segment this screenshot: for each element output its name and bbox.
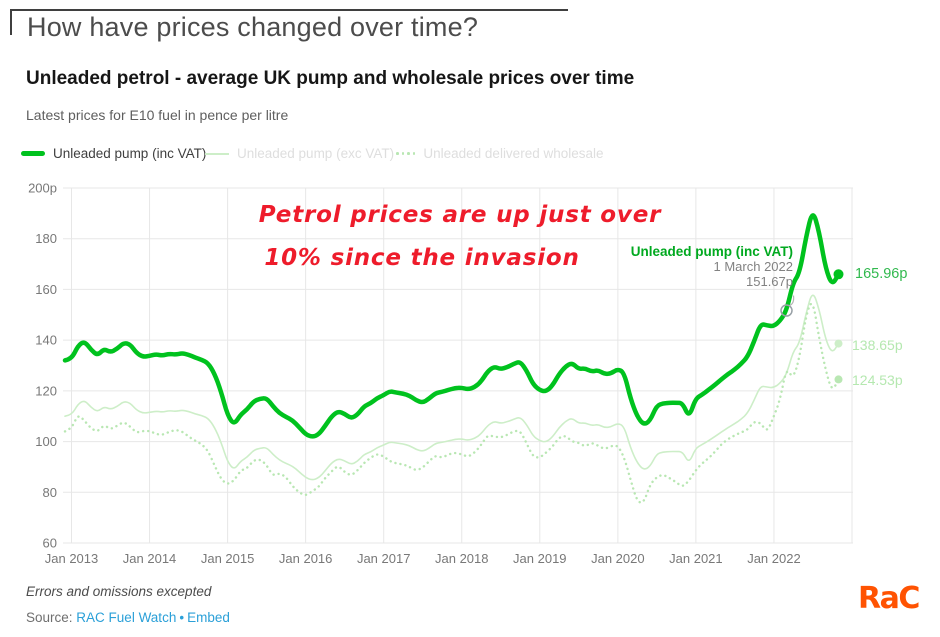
legend-label: Unleaded delivered wholesale bbox=[423, 146, 604, 161]
tooltip-date: 1 March 2022 bbox=[713, 259, 794, 274]
svg-text:Jan 2015: Jan 2015 bbox=[201, 551, 255, 566]
svg-text:Jan 2014: Jan 2014 bbox=[123, 551, 177, 566]
svg-text:Jan 2017: Jan 2017 bbox=[357, 551, 411, 566]
source-label: Source: bbox=[26, 610, 73, 625]
svg-text:Jan 2019: Jan 2019 bbox=[513, 551, 567, 566]
rac-logo: RaC bbox=[858, 581, 920, 616]
tooltip-series-name: Unleaded pump (inc VAT) bbox=[630, 244, 793, 259]
chart-tooltip: Unleaded pump (inc VAT) 1 March 2022 151… bbox=[631, 244, 793, 289]
source-line: Source: RAC Fuel Watch • Embed bbox=[26, 610, 230, 625]
svg-text:Jan 2021: Jan 2021 bbox=[669, 551, 723, 566]
annotation-line-2: 10% since the invasion bbox=[264, 245, 580, 271]
chart-title: Unleaded petrol - average UK pump and wh… bbox=[26, 68, 635, 89]
svg-text:100: 100 bbox=[35, 434, 57, 449]
legend-item-unleaded-delivered-wholesale[interactable]: Unleaded delivered wholesale bbox=[396, 146, 604, 161]
svg-text:140: 140 bbox=[35, 333, 57, 348]
legend-item-unleaded-pump-inc-vat[interactable]: Unleaded pump (inc VAT) bbox=[21, 146, 206, 161]
svg-text:180: 180 bbox=[35, 231, 57, 246]
thick-line-swatch-icon bbox=[21, 151, 45, 156]
crop-border-top bbox=[10, 9, 568, 11]
end-label-pump-inc-vat: 165.96p bbox=[855, 266, 908, 282]
legend-label: Unleaded pump (inc VAT) bbox=[53, 146, 207, 161]
series-line-1 bbox=[64, 294, 840, 481]
chart-subtitle: Latest prices for E10 fuel in pence per … bbox=[26, 107, 289, 123]
legend-label: Unleaded pump (exc VAT) bbox=[237, 146, 395, 161]
svg-text:120: 120 bbox=[35, 383, 57, 398]
svg-text:200p: 200p bbox=[28, 181, 57, 196]
embed-link[interactable]: Embed bbox=[187, 610, 230, 625]
svg-text:Jan 2022: Jan 2022 bbox=[747, 551, 801, 566]
series-line-0 bbox=[62, 213, 841, 439]
svg-text:Jan 2016: Jan 2016 bbox=[279, 551, 333, 566]
tooltip-value: 151.67p bbox=[746, 274, 793, 289]
svg-text:Jan 2020: Jan 2020 bbox=[591, 551, 645, 566]
end-label-wholesale: 124.53p bbox=[852, 372, 903, 388]
svg-text:60: 60 bbox=[43, 536, 57, 551]
svg-text:160: 160 bbox=[35, 282, 57, 297]
dotted-line-swatch-icon bbox=[396, 152, 416, 155]
tooltip-marker bbox=[780, 304, 793, 317]
thin-line-swatch-icon bbox=[205, 152, 229, 155]
page-title: How have prices changed over time? bbox=[27, 12, 479, 42]
legend-item-unleaded-pump-exc-vat[interactable]: Unleaded pump (exc VAT) bbox=[205, 146, 394, 161]
svg-text:Jan 2013: Jan 2013 bbox=[45, 551, 99, 566]
rac-fuel-watch-link[interactable]: RAC Fuel Watch bbox=[76, 610, 177, 625]
end-label-pump-exc-vat: 138.65p bbox=[852, 337, 903, 353]
series-line-2 bbox=[63, 302, 840, 504]
link-separator: • bbox=[179, 610, 185, 625]
annotation-line-1: Petrol prices are up just over bbox=[258, 202, 662, 228]
svg-text:80: 80 bbox=[43, 485, 57, 500]
svg-text:Jan 2018: Jan 2018 bbox=[435, 551, 489, 566]
disclaimer-text: Errors and omissions excepted bbox=[26, 584, 212, 599]
crop-border-left bbox=[10, 9, 12, 35]
